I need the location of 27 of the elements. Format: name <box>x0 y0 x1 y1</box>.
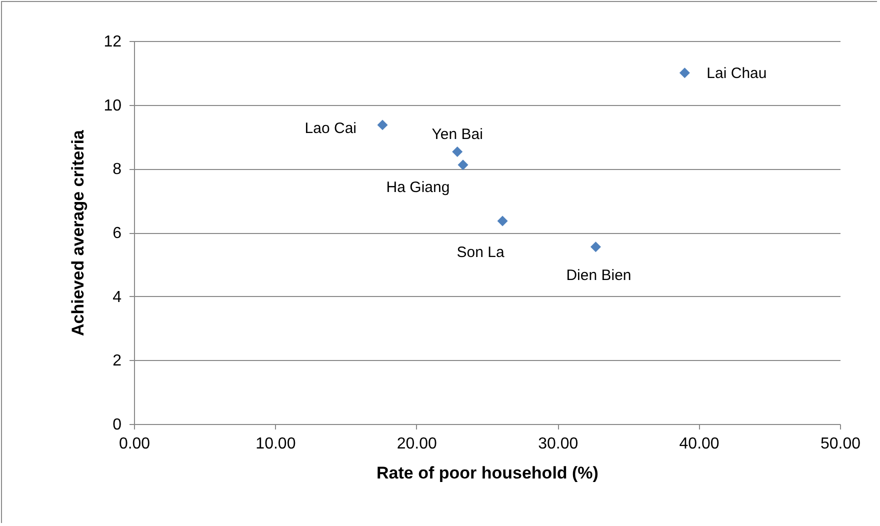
point <box>590 242 601 252</box>
x-tick-label: 50.00 <box>820 436 861 452</box>
point <box>377 120 388 130</box>
point <box>458 160 468 170</box>
y-tick-label: 12 <box>104 34 122 50</box>
x-tick-label: 20.00 <box>396 436 438 452</box>
y-tick-label: 8 <box>112 161 122 178</box>
point <box>452 146 463 157</box>
y-axis-title: Achieved average criteria <box>68 129 88 336</box>
y-tick-label: 10 <box>104 97 122 114</box>
annotation: Lai Chau <box>706 64 767 82</box>
y-tick-label: 4 <box>112 288 122 306</box>
point <box>497 216 508 226</box>
annotation: Yen Bai <box>432 126 483 143</box>
y-tick-label: 6 <box>112 225 122 242</box>
x-tick-label: 10.00 <box>256 436 296 452</box>
x-axis-title: Rate of poor household (%) <box>376 464 598 482</box>
x-tick-label: 30.00 <box>538 436 578 452</box>
y-tick-label: 2 <box>112 352 122 370</box>
annotation: Lao Cai <box>304 120 357 137</box>
annotation: Dien Bien <box>566 266 632 284</box>
x-tick-label: 0.00 <box>118 436 150 452</box>
x-tick-label: 40.00 <box>679 436 720 452</box>
annotation: Ha Giang <box>386 178 450 196</box>
point <box>679 68 690 78</box>
annotation: Son La <box>456 244 505 262</box>
y-tick-label: 0 <box>112 416 122 434</box>
